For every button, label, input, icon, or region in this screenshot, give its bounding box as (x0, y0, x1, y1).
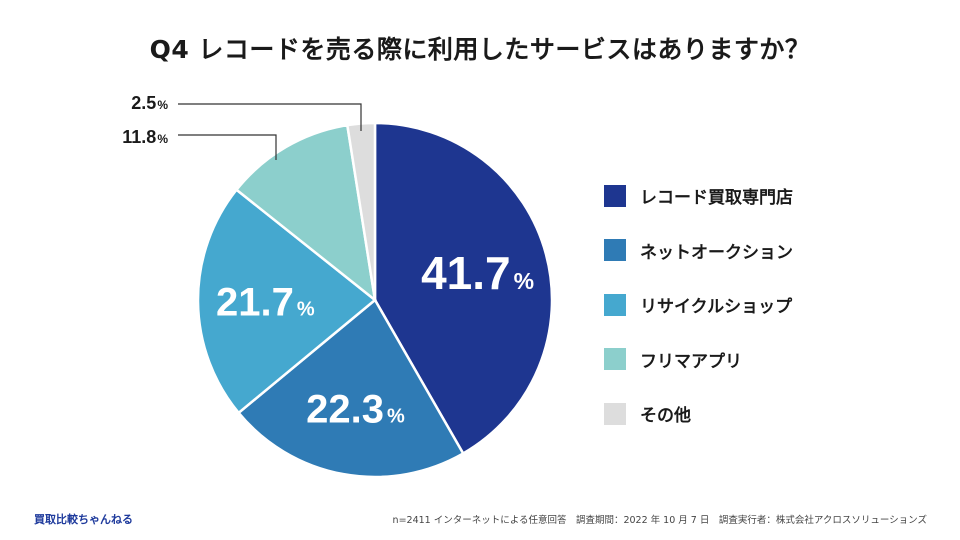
legend-swatch (604, 293, 626, 316)
slice-unit: % (387, 405, 405, 427)
survey-note: n=2411 インターネットによる任意回答 調査期間：2022 年 10 月 7… (392, 515, 927, 526)
slice-value: 22.3 (306, 387, 384, 431)
slice-unit: % (157, 132, 168, 146)
legend-item-5: その他 (604, 400, 793, 427)
pie-slice-1 (373, 121, 554, 456)
legend-label: リサイクルショップ (640, 297, 793, 317)
slice-labels: 41.7 %22.3 %21.7 %11.8%2.5% (122, 93, 534, 431)
legend-item-3: リサイクルショップ (604, 291, 793, 318)
callout-line-4 (178, 134, 277, 160)
legend-label: ネットオークション (640, 242, 793, 263)
legend-swatch (604, 402, 626, 425)
legend-item-4: フリマアプリ (604, 346, 793, 373)
legend: レコード買取専門店 ネットオークション リサイクルショップ フリマアプリ その他 (604, 182, 793, 455)
legend-swatch (604, 239, 626, 261)
legend-item-2: ネットオークション (604, 237, 793, 264)
legend-label: その他 (640, 406, 691, 426)
pie-slice-4 (234, 123, 377, 303)
slice-value-label-5: 2.5% (131, 93, 168, 113)
legend-label: レコード買取専門店 (640, 188, 793, 208)
legend-swatch (604, 184, 626, 207)
slice-unit: % (157, 98, 168, 112)
callout-lines (178, 103, 362, 160)
slice-unit: % (297, 298, 315, 320)
slice-value-label-1: 41.7% (421, 247, 534, 299)
brand-logo-text: 買取比較ちゃんねる (34, 513, 133, 526)
slice-value: 41.7 (421, 247, 511, 299)
callout-line-5 (178, 103, 362, 131)
slice-unit: % (514, 268, 534, 294)
slice-value: 21.7 (216, 280, 294, 324)
slice-value-label-4: 11.8% (122, 127, 168, 147)
slice-value: 11.8 (122, 127, 156, 147)
legend-item-1: レコード買取専門店 (604, 182, 793, 209)
slice-value-label-3: 21.7% (216, 280, 315, 324)
slice-value: 2.5 (131, 93, 156, 113)
legend-swatch (604, 348, 626, 370)
pie-slices (196, 121, 554, 479)
pie-slice-3 (196, 188, 377, 415)
chart-title: Q4 レコードを売る際に利用したサービスはありますか？ (149, 35, 811, 64)
legend-label: フリマアプリ (640, 351, 742, 372)
slice-value-label-2: 22.3% (306, 387, 405, 431)
pie-slice-2 (236, 298, 465, 479)
